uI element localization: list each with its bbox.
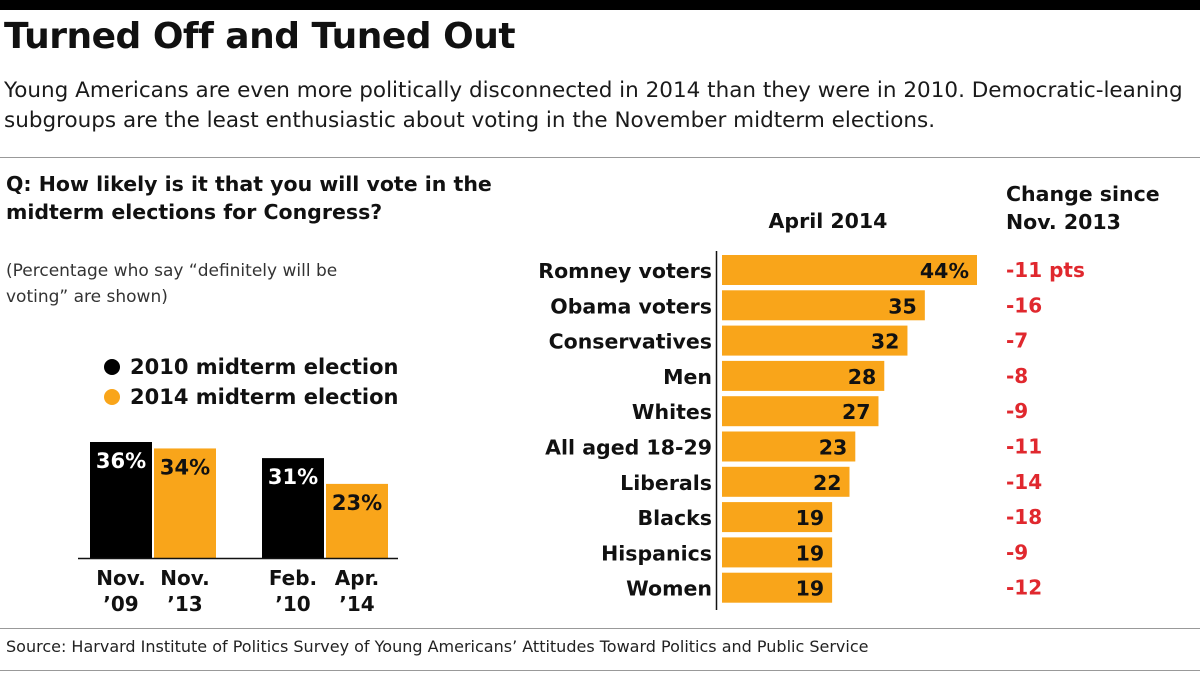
bar bbox=[722, 325, 908, 356]
divider-bottom bbox=[0, 628, 1200, 629]
bar-category-label: All aged 18-29 bbox=[545, 436, 712, 460]
bar bbox=[722, 572, 833, 603]
bar bbox=[722, 360, 885, 391]
change-value-label: -11 pts bbox=[1006, 258, 1085, 282]
bar-category-label: Women bbox=[626, 577, 712, 601]
bar bbox=[722, 290, 925, 321]
change-value-label: -14 bbox=[1006, 470, 1042, 494]
legend: 2010 midterm election 2014 midterm elect… bbox=[104, 352, 398, 412]
bar-category-label: Men bbox=[663, 365, 712, 389]
bar bbox=[722, 255, 977, 285]
bar-category-label: Obama voters bbox=[550, 294, 712, 318]
legend-swatch-2010 bbox=[104, 359, 120, 375]
change-value-label: -7 bbox=[1006, 329, 1028, 353]
column-value-label: 34% bbox=[160, 455, 210, 479]
chart-title: Turned Off and Tuned Out bbox=[4, 16, 516, 57]
column-bar bbox=[154, 448, 216, 558]
divider-top bbox=[0, 157, 1200, 158]
column-value-label: 23% bbox=[332, 491, 382, 515]
legend-swatch-2014 bbox=[104, 389, 120, 405]
bar-value-label: 22 bbox=[813, 471, 842, 495]
bar-value-label: 28 bbox=[848, 365, 877, 389]
legend-item-2014: 2014 midterm election bbox=[104, 382, 398, 412]
bar bbox=[722, 466, 850, 497]
column-value-label: 36% bbox=[96, 449, 146, 473]
column-category-label: ’10 bbox=[275, 592, 310, 616]
column-category-label: ’09 bbox=[103, 592, 138, 616]
bar-category-label: Conservatives bbox=[549, 330, 712, 354]
change-value-label: -11 bbox=[1006, 435, 1042, 459]
bar-value-label: 44% bbox=[920, 259, 969, 283]
column-value-label: 31% bbox=[268, 465, 318, 489]
change-value-label: -9 bbox=[1006, 399, 1028, 423]
bar-category-label: Whites bbox=[632, 400, 712, 424]
bar bbox=[722, 502, 833, 533]
change-value-label: -18 bbox=[1006, 505, 1042, 529]
bar-chart-title: April 2014 bbox=[769, 209, 888, 233]
bar bbox=[722, 396, 879, 427]
bar bbox=[722, 537, 833, 568]
column-category-label: ’13 bbox=[167, 592, 202, 616]
legend-item-2010: 2010 midterm election bbox=[104, 352, 398, 382]
chart-note: (Percentage who say “definitely will be … bbox=[6, 261, 338, 307]
bar-category-label: Romney voters bbox=[538, 259, 712, 283]
bar bbox=[722, 431, 856, 462]
bar-value-label: 23 bbox=[819, 436, 848, 460]
bar-value-label: 19 bbox=[796, 541, 825, 565]
change-value-label: -16 bbox=[1006, 293, 1042, 317]
survey-question: Q: How likely is it that you will vote i… bbox=[6, 172, 492, 224]
column-category-label: Nov. bbox=[96, 566, 145, 590]
column-bar bbox=[90, 442, 152, 558]
column-bar bbox=[262, 458, 324, 558]
chart-subtitle: Young Americans are even more politicall… bbox=[4, 78, 1183, 133]
change-value-label: -12 bbox=[1006, 576, 1042, 600]
column-category-label: Feb. bbox=[269, 566, 317, 590]
legend-label-2010: 2010 midterm election bbox=[130, 355, 399, 379]
change-column-title: Change since bbox=[1006, 182, 1160, 206]
column-category-label: Nov. bbox=[160, 566, 209, 590]
column-category-label: Apr. bbox=[335, 566, 379, 590]
source-note: Source: Harvard Institute of Politics Su… bbox=[6, 637, 869, 656]
bar-value-label: 27 bbox=[842, 400, 871, 424]
bar-category-label: Hispanics bbox=[601, 541, 712, 565]
change-value-label: -9 bbox=[1006, 540, 1028, 564]
column-bar bbox=[326, 483, 388, 558]
divider-footer bbox=[0, 670, 1200, 671]
bar-value-label: 19 bbox=[796, 506, 825, 530]
bar-category-label: Liberals bbox=[620, 471, 712, 495]
bar-value-label: 19 bbox=[796, 577, 825, 601]
bar-category-label: Blacks bbox=[638, 506, 712, 530]
change-column-title: Nov. 2013 bbox=[1006, 210, 1121, 234]
column-category-label: ’14 bbox=[339, 592, 374, 616]
top-rule bbox=[0, 0, 1200, 10]
change-value-label: -8 bbox=[1006, 364, 1028, 388]
bar-value-label: 35 bbox=[888, 294, 917, 318]
bar-value-label: 32 bbox=[871, 330, 900, 354]
legend-label-2014: 2014 midterm election bbox=[130, 385, 399, 409]
